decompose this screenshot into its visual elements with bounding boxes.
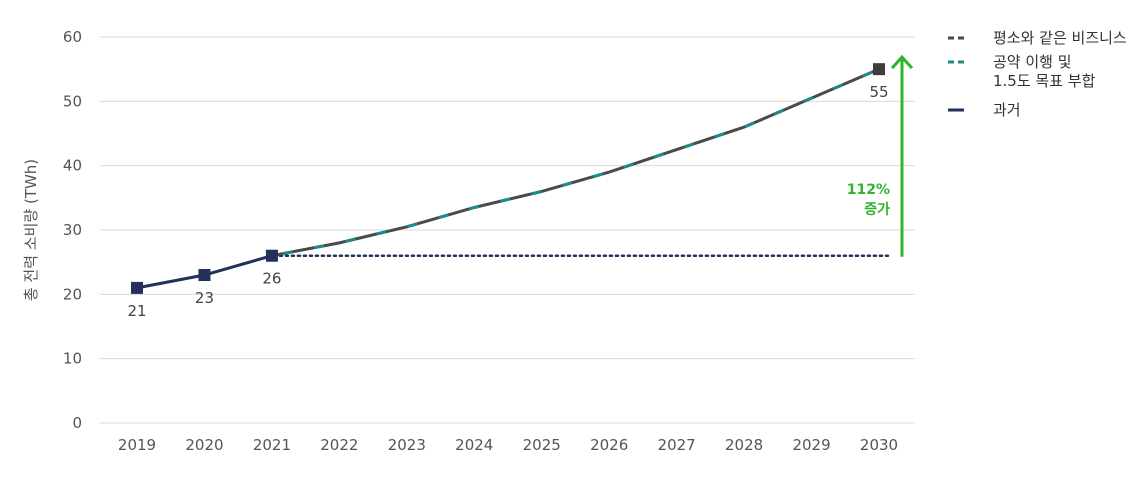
legend-label-1-line-1: 1.5도 목표 부합 <box>993 72 1096 90</box>
x-tick-label-2028: 2028 <box>725 436 763 454</box>
y-tick-label-50: 50 <box>63 92 82 110</box>
y-tick-label-0: 0 <box>72 414 82 432</box>
data-markers <box>131 63 885 294</box>
y-axis-ticks: 0 10 20 30 40 50 60 <box>63 28 82 432</box>
x-tick-label-2024: 2024 <box>455 436 493 454</box>
grid-lines <box>100 36 915 424</box>
legend-label-0: 평소와 같은 비즈니스 <box>993 29 1127 47</box>
x-tick-label-2020: 2020 <box>185 436 223 454</box>
y-tick-label-40: 40 <box>63 157 82 175</box>
x-tick-label-2021: 2021 <box>253 436 291 454</box>
data-label-2020: 23 <box>195 289 214 307</box>
x-tick-label-2022: 2022 <box>320 436 358 454</box>
data-label-2019: 21 <box>127 302 146 320</box>
x-tick-label-2019: 2019 <box>118 436 156 454</box>
x-tick-label-2030: 2030 <box>860 436 898 454</box>
marker-2021 <box>265 249 278 262</box>
increase-word-label: 증가 <box>864 202 890 218</box>
y-tick-label-60: 60 <box>63 28 82 46</box>
marker-2019 <box>131 281 143 294</box>
x-tick-label-2025: 2025 <box>523 436 561 454</box>
legend-label-2: 과거 <box>993 101 1021 119</box>
marker-2020 <box>198 269 211 282</box>
legend-label-1: 공약 이행 및 1.5도 목표 부합 <box>993 53 1096 90</box>
x-tick-label-2023: 2023 <box>388 436 426 454</box>
increase-annotation: 112% 증가 <box>847 54 914 257</box>
increase-arrow-head <box>890 54 914 70</box>
data-labels: 21 23 26 55 <box>127 83 888 320</box>
legend-label-1-line-0: 공약 이행 및 <box>993 53 1072 71</box>
series-line-business-as-usual <box>271 67 880 258</box>
series-line-pledge-1-5 <box>271 67 880 258</box>
legend-label-2-line-0: 과거 <box>993 101 1021 119</box>
x-axis-ticks: 2019 2020 2021 2022 2023 2024 2025 2026 2027 2028… <box>118 436 898 454</box>
y-tick-label-20: 20 <box>63 285 82 303</box>
x-tick-label-2027: 2027 <box>658 436 696 454</box>
data-label-2021: 26 <box>262 270 281 288</box>
x-tick-label-2026: 2026 <box>590 436 628 454</box>
increase-percent-label: 112% <box>847 182 890 198</box>
y-axis-label: 총 전력 소비량 (TWh) <box>22 159 40 301</box>
legend-label-0-line-0: 평소와 같은 비즈니스 <box>993 29 1127 47</box>
y-tick-label-10: 10 <box>63 350 82 368</box>
y-tick-label-30: 30 <box>63 221 82 239</box>
marker-2030 <box>873 63 885 76</box>
x-tick-label-2029: 2029 <box>792 436 830 454</box>
data-label-2030: 55 <box>869 83 888 101</box>
